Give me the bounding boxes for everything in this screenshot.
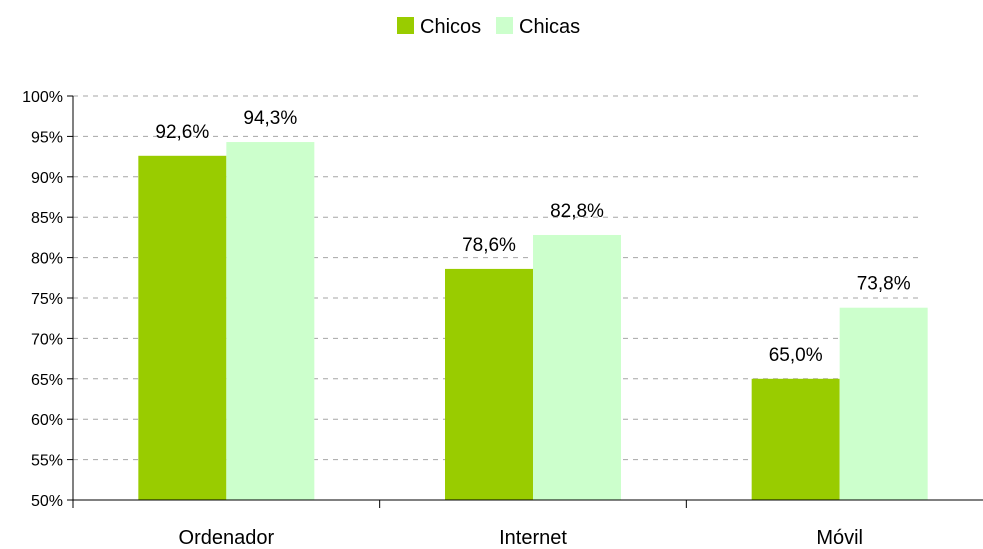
x-tick-label: Internet xyxy=(499,527,567,549)
data-label: 92,6% xyxy=(155,122,209,143)
bar-chicas xyxy=(839,307,928,500)
y-axis: 50% 55% 60% 65% 70% 75% 80% 85% 90% 95% 100% xyxy=(22,89,74,510)
bar-chicos xyxy=(445,268,533,500)
data-label: 78,6% xyxy=(462,235,516,256)
data-label: 82,8% xyxy=(550,201,604,222)
data-label: 73,8% xyxy=(857,274,911,295)
data-label: 94,3% xyxy=(243,108,297,129)
bar-chicos xyxy=(751,378,840,500)
bar-chicas xyxy=(533,234,621,500)
y-tick-label: 100% xyxy=(22,89,63,106)
legend-label: Chicas xyxy=(519,16,580,38)
y-tick-label: 75% xyxy=(31,291,63,308)
legend: Chicos Chicas xyxy=(397,16,580,38)
y-tick-label: 60% xyxy=(31,412,63,429)
y-tick-label: 95% xyxy=(31,129,63,146)
legend-label: Chicos xyxy=(420,16,481,38)
bar-chicas xyxy=(226,142,315,500)
x-tick-label: Ordenador xyxy=(179,527,275,549)
y-tick-label: 90% xyxy=(31,170,63,187)
y-tick-label: 70% xyxy=(31,331,63,348)
y-tick-label: 50% xyxy=(31,493,63,510)
bars xyxy=(138,142,928,501)
x-tick-label: Móvil xyxy=(816,527,863,549)
y-tick-label: 85% xyxy=(31,210,63,227)
data-label: 65,0% xyxy=(769,345,823,366)
legend-swatch-chicas xyxy=(496,17,513,34)
x-axis: Ordenador Internet Móvil xyxy=(72,499,983,549)
y-tick-label: 80% xyxy=(31,251,63,268)
bar-chicos xyxy=(138,155,227,501)
legend-swatch-chicos xyxy=(397,17,414,34)
y-tick-label: 65% xyxy=(31,372,63,389)
data-labels: 92,6% 94,3% 78,6% 82,8% 65,0% 73,8% xyxy=(155,108,910,366)
y-tick-label: 55% xyxy=(31,453,63,470)
